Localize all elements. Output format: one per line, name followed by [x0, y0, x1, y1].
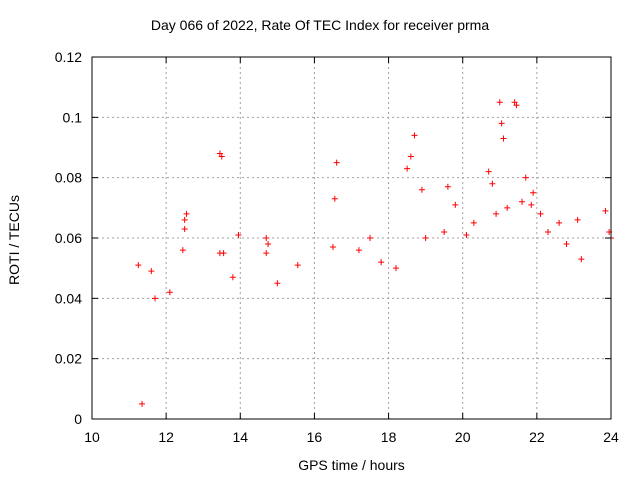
y-tick-label: 0.08 — [55, 170, 82, 186]
y-tick-label: 0.04 — [55, 290, 82, 306]
plot-frame — [91, 56, 612, 420]
data-point — [418, 186, 425, 193]
data-point — [498, 120, 505, 127]
data-point — [556, 219, 563, 226]
x-axis-label: GPS time / hours — [298, 457, 405, 473]
data-points — [135, 99, 614, 407]
y-tick-label: 0.12 — [55, 49, 82, 65]
data-point — [407, 153, 414, 160]
data-point — [522, 174, 529, 181]
data-point — [218, 153, 225, 160]
data-point — [183, 210, 190, 217]
data-point — [528, 201, 535, 208]
data-point — [574, 216, 581, 223]
y-tick-label: 0.02 — [55, 351, 82, 367]
y-tick-label: 0.06 — [55, 230, 82, 246]
data-point — [537, 210, 544, 217]
data-point — [500, 135, 507, 142]
data-point — [331, 195, 338, 202]
data-point — [181, 216, 188, 223]
data-point — [378, 259, 385, 266]
axis-ticks: 10 12 14 16 18 20 22 24 0 0.02 0.04 0.06 0.08 0.1 0.12 — [55, 49, 619, 445]
data-point — [463, 231, 470, 238]
data-point — [329, 244, 336, 251]
y-tick-label: 0 — [74, 411, 82, 427]
data-point — [294, 262, 301, 269]
y-tick-label: 0.1 — [63, 109, 83, 125]
data-point — [544, 228, 551, 235]
data-point — [578, 256, 585, 263]
data-point — [367, 235, 374, 241]
data-point — [263, 235, 270, 241]
x-tick-label: 12 — [158, 429, 174, 445]
data-point — [139, 400, 146, 407]
x-tick-label: 10 — [84, 429, 100, 445]
data-point — [181, 225, 188, 232]
x-tick-label: 16 — [307, 429, 323, 445]
data-point — [274, 280, 281, 287]
data-point — [148, 268, 155, 275]
data-point — [229, 274, 236, 281]
data-point — [220, 250, 227, 257]
data-point — [496, 99, 503, 106]
data-point — [452, 201, 459, 208]
x-tick-label: 20 — [455, 429, 471, 445]
data-point — [513, 102, 520, 109]
x-tick-label: 24 — [603, 429, 619, 445]
data-point — [179, 247, 186, 254]
x-tick-label: 18 — [381, 429, 397, 445]
data-point — [470, 219, 477, 226]
data-point — [411, 132, 418, 139]
data-point — [235, 231, 242, 238]
data-point — [355, 247, 362, 254]
data-point — [530, 189, 537, 196]
data-point — [444, 183, 451, 190]
data-point — [519, 198, 526, 205]
x-tick-label: 22 — [529, 429, 545, 445]
data-point — [265, 241, 272, 248]
chart-title: Day 066 of 2022, Rate Of TEC Index for r… — [150, 17, 490, 33]
data-point — [441, 228, 448, 235]
x-tick-label: 14 — [232, 429, 248, 445]
data-point — [563, 241, 570, 248]
grid-lines — [92, 57, 611, 419]
data-point — [493, 210, 500, 217]
data-point — [422, 235, 429, 241]
data-point — [504, 204, 511, 211]
data-point — [166, 289, 173, 296]
data-point — [489, 180, 496, 187]
data-point — [602, 207, 609, 214]
data-point — [404, 165, 411, 172]
data-point — [216, 150, 223, 157]
data-point — [485, 168, 492, 175]
data-point — [392, 265, 399, 272]
data-point — [263, 250, 270, 257]
data-point — [135, 262, 142, 269]
data-point — [333, 159, 340, 166]
data-point — [511, 99, 518, 106]
data-point — [152, 295, 159, 302]
